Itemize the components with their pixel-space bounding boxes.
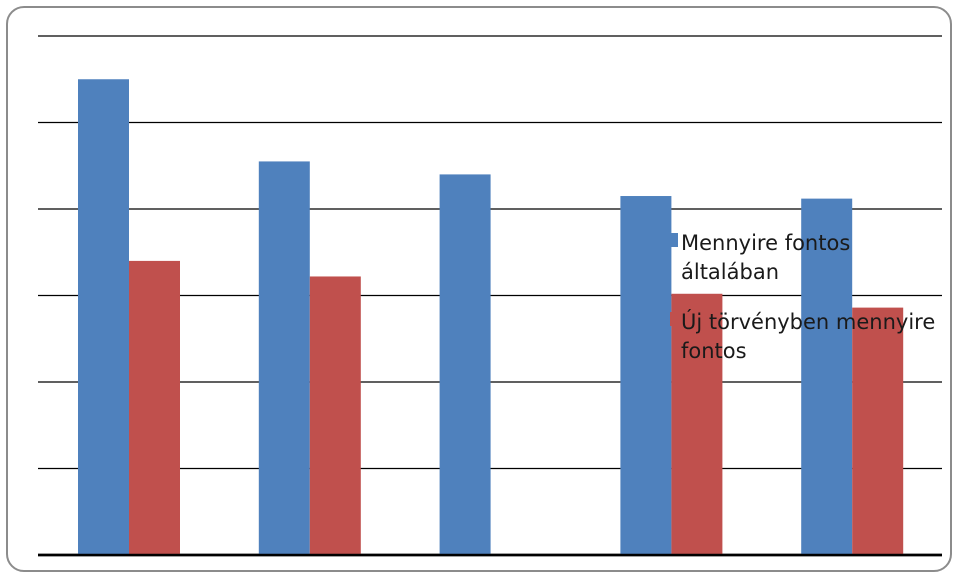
bar-series-1-category-5 xyxy=(801,198,853,555)
legend-label-series-2-line-1: Új törvényben mennyire xyxy=(681,309,935,334)
bars xyxy=(38,79,942,557)
bar-series-2-category-2 xyxy=(309,276,361,555)
legend-swatch-series-1 xyxy=(670,233,678,247)
legend: Mennyire fontos általában Új törvényben … xyxy=(670,231,935,363)
bar-series-2-category-4 xyxy=(671,293,723,555)
bar-series-1-category-3 xyxy=(439,174,491,555)
bar-series-2-category-5 xyxy=(852,307,904,555)
legend-swatch-series-2 xyxy=(670,312,678,326)
legend-label-series-2-line-2: fontos xyxy=(681,339,747,363)
legend-label-series-1-line-2: általában xyxy=(681,260,779,284)
bar-series-1-category-4 xyxy=(620,196,672,555)
bar-series-2-category-1 xyxy=(129,260,180,555)
bar-series-1-category-2 xyxy=(258,161,310,556)
legend-label-series-1-line-1: Mennyire fontos xyxy=(681,231,850,255)
bar-series-1-category-1 xyxy=(78,79,129,555)
